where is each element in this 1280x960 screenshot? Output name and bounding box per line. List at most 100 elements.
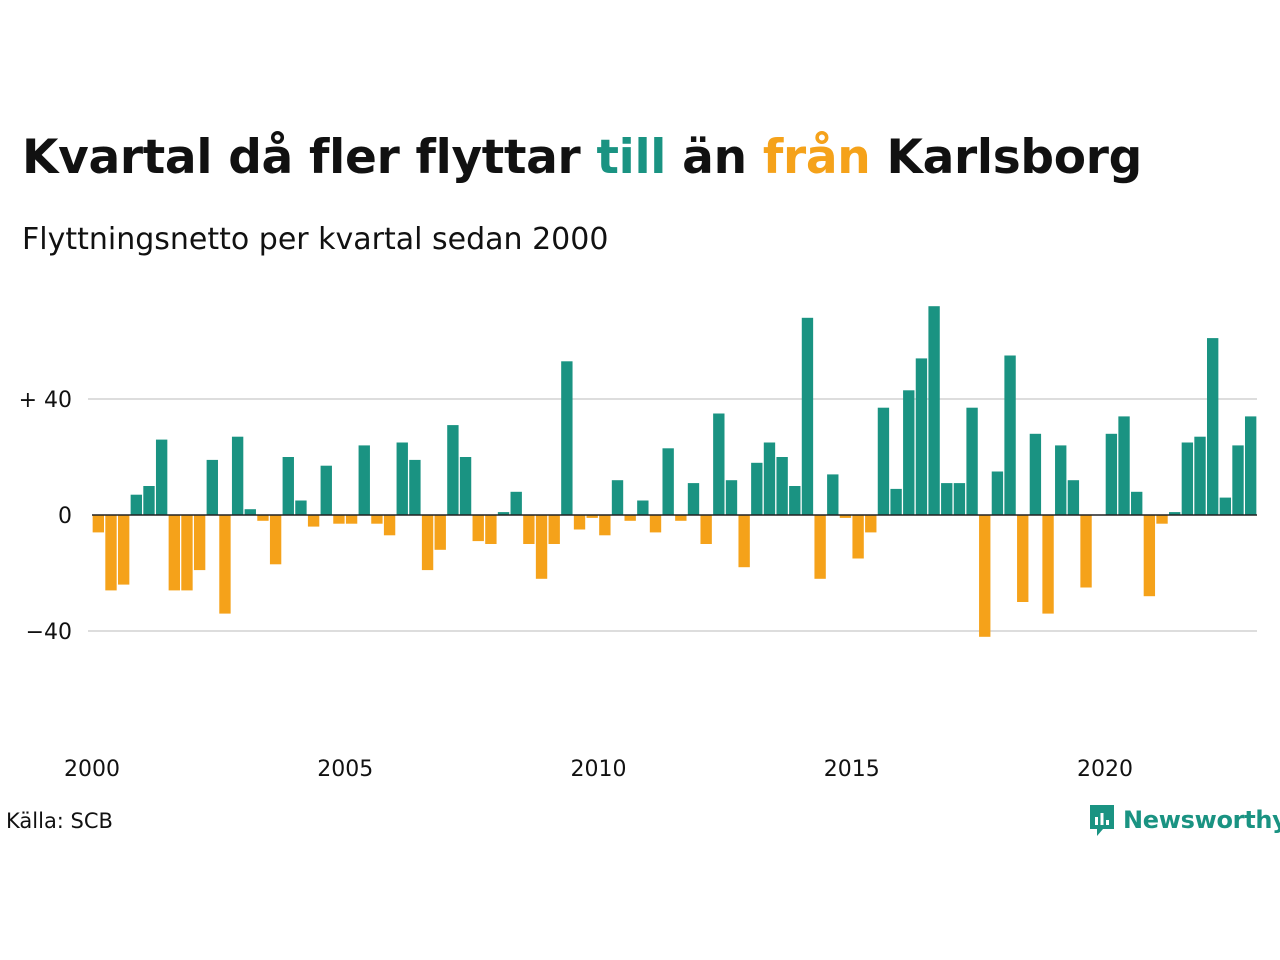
bar: [371, 515, 383, 524]
bar: [307, 515, 320, 527]
bar: [1029, 433, 1042, 515]
bar: [333, 515, 345, 524]
bar: [1080, 515, 1092, 588]
bar: [421, 515, 434, 571]
bar: [409, 459, 421, 515]
bar: [662, 448, 674, 515]
bar: [1232, 445, 1244, 515]
bar: [92, 515, 105, 533]
title-highlight-till: till: [596, 130, 667, 185]
bar: [637, 500, 649, 515]
bar: [231, 436, 244, 515]
newsworthy-logo-icon: [1090, 805, 1114, 836]
bar: [903, 390, 915, 515]
bar-chart: + 40 0 −40 2000 2005 2010 2015 2020: [19, 306, 1257, 782]
bar: [624, 515, 636, 521]
bar: [105, 515, 117, 591]
bar: [1118, 416, 1130, 515]
bar: [573, 515, 586, 530]
bar: [915, 358, 928, 515]
bar: [814, 515, 826, 579]
bar: [586, 515, 598, 518]
x-tick-label: 2005: [317, 757, 373, 782]
bar: [345, 515, 358, 524]
bar: [877, 407, 890, 515]
bar: [1156, 515, 1168, 524]
bar: [599, 515, 611, 536]
bar: [497, 512, 510, 515]
bar: [713, 413, 725, 515]
bar: [953, 483, 966, 515]
x-tick-label: 2020: [1077, 757, 1133, 782]
bar: [219, 515, 231, 614]
bar: [1004, 355, 1016, 515]
bar: [206, 459, 218, 515]
title-highlight-fran: från: [762, 130, 871, 185]
bars: [92, 306, 1257, 637]
bar: [611, 480, 624, 515]
bar: [282, 457, 294, 515]
bar: [1219, 497, 1232, 515]
chart-title: Kvartal då fler flyttar till än från Kar…: [22, 130, 1142, 185]
bar: [117, 515, 130, 585]
chart-subtitle: Flyttningsnetto per kvartal sedan 2000: [22, 222, 609, 257]
bar: [396, 442, 408, 515]
bar: [1206, 338, 1219, 515]
bar: [941, 483, 953, 515]
bar: [130, 494, 143, 515]
bar: [561, 361, 573, 515]
bar: [801, 317, 814, 515]
bar: [548, 515, 560, 544]
bar: [459, 457, 472, 515]
bar: [320, 465, 332, 515]
bar: [181, 515, 193, 591]
bar: [1244, 416, 1257, 515]
bar: [383, 515, 396, 536]
bar: [257, 515, 269, 521]
source-label: Källa: SCB: [6, 809, 113, 833]
y-axis-labels: + 40 0 −40: [19, 388, 72, 645]
bar: [928, 306, 940, 515]
bar: [1017, 515, 1029, 602]
bar: [789, 486, 801, 515]
bar: [827, 474, 839, 515]
bar: [839, 515, 852, 518]
brand-logo[interactable]: Newsworthy: [1087, 802, 1280, 838]
bar: [1143, 515, 1156, 597]
bar: [193, 515, 206, 571]
bar: [649, 515, 662, 533]
x-tick-label: 2010: [571, 757, 627, 782]
bar: [1194, 436, 1206, 515]
x-tick-label: 2000: [64, 757, 120, 782]
bar: [523, 515, 535, 544]
bar: [510, 491, 522, 515]
bar: [776, 457, 788, 515]
bar: [1067, 480, 1080, 515]
bar: [890, 488, 902, 515]
bar: [358, 445, 370, 515]
bar: [295, 500, 307, 515]
x-tick-label: 2015: [824, 757, 880, 782]
bar: [485, 515, 497, 544]
bar: [447, 425, 459, 515]
bar: [535, 515, 548, 579]
title-part-2: än: [666, 130, 763, 185]
gridlines: [88, 398, 1257, 632]
bar: [1131, 491, 1143, 515]
y-tick-label: 0: [58, 504, 72, 529]
bar: [675, 515, 687, 521]
bar: [751, 462, 763, 515]
title-part-3: Karlsborg: [870, 130, 1142, 185]
bar: [1105, 433, 1118, 515]
bar: [244, 509, 256, 515]
bar: [991, 471, 1004, 515]
y-tick-label: −40: [26, 620, 72, 645]
bar: [865, 515, 877, 533]
bar: [1169, 512, 1181, 515]
x-axis-labels: 2000 2005 2010 2015 2020: [64, 757, 1133, 782]
bar: [687, 483, 700, 515]
bar: [269, 515, 282, 565]
title-part-1: Kvartal då fler flyttar: [22, 130, 597, 185]
bar: [472, 515, 484, 542]
bar: [1055, 445, 1067, 515]
